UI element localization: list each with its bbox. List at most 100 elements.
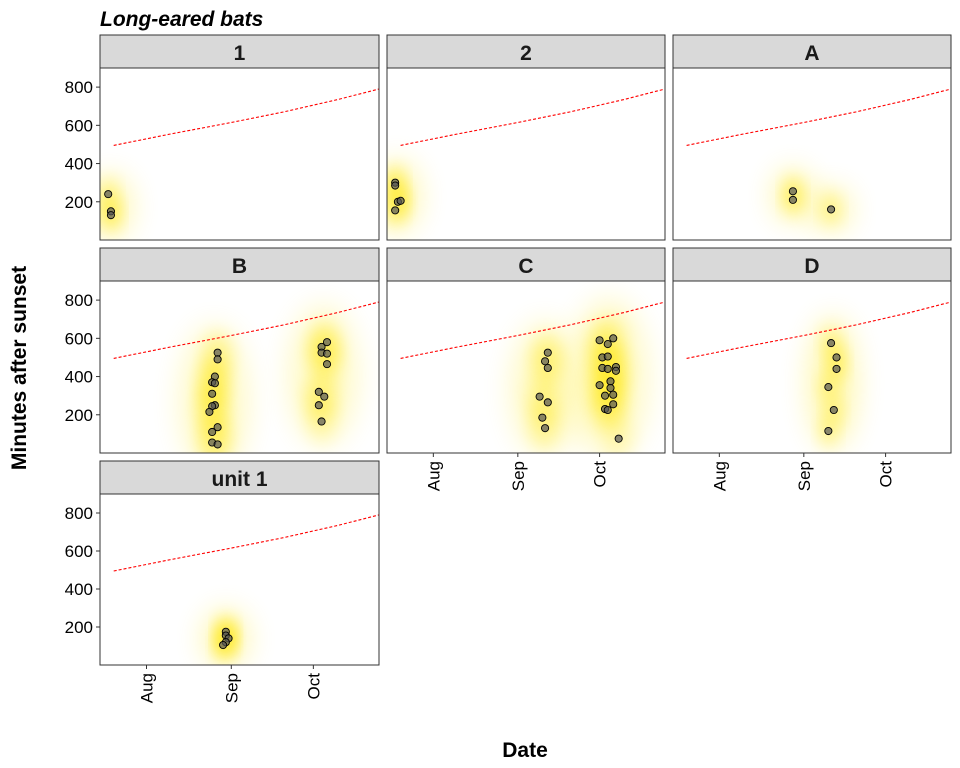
x-tick-label: Sep	[795, 461, 814, 491]
facet-strip-label: 2	[520, 42, 532, 65]
x-tick-label: Aug	[710, 461, 729, 491]
y-tick-label: 400	[65, 580, 93, 599]
data-point	[314, 401, 323, 410]
panel-border	[386, 280, 666, 454]
reference-dashed-line	[113, 514, 379, 572]
reference-dashed-line	[113, 301, 379, 359]
y-tick-label: 200	[65, 193, 93, 212]
y-tick-label: 200	[65, 406, 93, 425]
y-tick-label: 800	[65, 78, 93, 97]
data-point	[543, 363, 552, 373]
data-point	[827, 205, 836, 214]
facet-strip-label: A	[804, 42, 819, 65]
panel-border	[672, 280, 952, 454]
reference-dashed-line	[400, 88, 665, 146]
data-point	[606, 383, 615, 393]
x-axis-title: Date	[502, 739, 548, 762]
panel-plot-area	[113, 514, 379, 665]
x-tick-label: Aug	[138, 673, 157, 703]
chart-title: Long-eared bats	[100, 8, 263, 31]
panel-plot-area	[686, 88, 951, 232]
data-point	[609, 334, 618, 343]
panel-plot-area	[100, 88, 379, 240]
density-layer	[808, 316, 857, 449]
data-point	[541, 424, 550, 433]
reference-dashed-line	[113, 88, 379, 146]
data-point	[322, 360, 332, 369]
panel-background	[100, 68, 379, 240]
facet-strip-label: 1	[234, 42, 246, 65]
data-point	[603, 340, 612, 349]
facet-panel-2: 2	[386, 34, 666, 241]
data-point	[827, 339, 836, 348]
data-point	[213, 423, 222, 432]
data-point	[603, 352, 612, 361]
data-point	[788, 195, 797, 204]
data-point	[609, 390, 618, 399]
data-points	[788, 187, 836, 214]
data-point	[609, 400, 618, 409]
data-points	[391, 178, 405, 215]
data-point	[788, 187, 797, 196]
facet-panel-5: C Aug Sep Oct	[386, 247, 666, 491]
y-tick-label: 200	[65, 618, 93, 637]
facet-panel-4: B 200 400 600 800	[65, 247, 380, 454]
data-points	[104, 190, 115, 220]
facet-strip-label: B	[232, 255, 247, 278]
data-point	[832, 364, 841, 373]
data-point	[595, 381, 604, 390]
x-tick-label: Oct	[877, 461, 896, 488]
data-point	[614, 434, 623, 443]
data-points	[535, 334, 623, 443]
facet-strip	[99, 34, 380, 69]
data-point	[314, 387, 323, 396]
data-point	[541, 357, 550, 366]
data-point	[104, 190, 113, 199]
density-layer	[100, 174, 132, 240]
panel-border	[99, 280, 380, 454]
data-points	[205, 338, 332, 449]
data-point	[600, 391, 610, 400]
y-tick-label: 600	[65, 116, 93, 135]
panel-plot-area	[400, 298, 665, 453]
data-point	[535, 392, 544, 401]
data-point	[213, 355, 222, 364]
facet-panel-7: unit 1 200 400 600 800 Aug Sep Oct	[65, 460, 380, 703]
panel-plot-area	[113, 301, 379, 453]
y-tick-label: 400	[65, 155, 93, 174]
data-point	[106, 211, 115, 220]
density-layer	[387, 160, 420, 233]
data-point	[603, 364, 612, 373]
data-point	[322, 338, 332, 347]
data-points	[219, 627, 233, 650]
data-points	[824, 339, 841, 436]
facet-panel-3: A	[672, 34, 952, 241]
y-tick-label: 400	[65, 368, 93, 387]
panel-border	[99, 493, 380, 666]
x-tick-label: Aug	[424, 461, 443, 491]
facet-strip	[672, 34, 952, 69]
reference-dashed-line	[400, 301, 665, 359]
data-point	[611, 366, 620, 375]
y-tick-label: 600	[65, 542, 93, 561]
facet-strip-label: D	[804, 255, 819, 278]
reference-dashed-line	[686, 88, 951, 146]
data-point	[824, 383, 833, 392]
y-tick-label: 800	[65, 291, 93, 310]
data-point	[543, 348, 552, 357]
reference-dashed-line	[686, 301, 951, 359]
data-point	[317, 417, 326, 426]
data-point	[832, 353, 841, 362]
x-tick-label: Sep	[509, 461, 528, 491]
data-point	[538, 413, 547, 422]
facet-strip-label: unit 1	[212, 468, 268, 491]
y-tick-label: 600	[65, 329, 93, 348]
data-point	[208, 389, 217, 398]
data-point	[320, 392, 329, 401]
data-point	[603, 405, 612, 415]
data-point	[391, 181, 400, 190]
x-tick-label: Oct	[304, 673, 323, 700]
data-point	[213, 440, 222, 449]
panel-background	[387, 68, 665, 240]
